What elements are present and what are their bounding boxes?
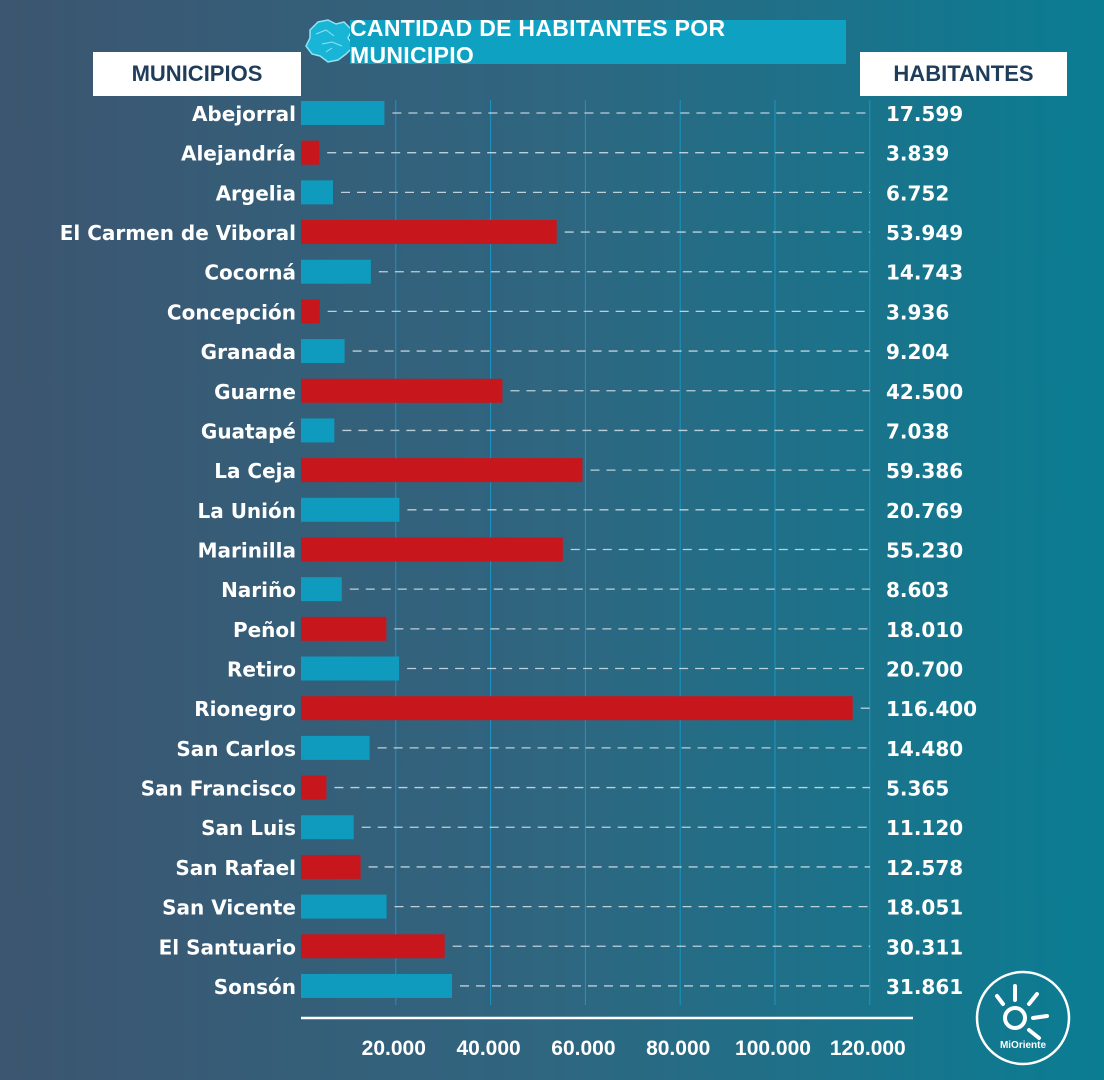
bar xyxy=(301,815,354,840)
category-label: Granada xyxy=(201,340,296,364)
bar xyxy=(301,497,400,522)
bar xyxy=(301,696,853,721)
value-label: 31.861 xyxy=(886,975,963,999)
category-label: Cocorná xyxy=(204,261,296,285)
bar xyxy=(301,140,320,165)
bar xyxy=(301,101,385,125)
value-label: 42.500 xyxy=(886,380,963,404)
x-tick-label: 100.000 xyxy=(735,1037,811,1060)
value-label: 7.038 xyxy=(886,419,949,443)
bar xyxy=(301,299,320,324)
bar xyxy=(301,735,370,760)
category-label: La Ceja xyxy=(214,459,296,483)
category-label: Sonsón xyxy=(214,975,296,999)
value-label: 59.386 xyxy=(886,459,963,483)
value-label: 8.603 xyxy=(886,578,949,602)
bar xyxy=(301,458,583,483)
municipios-header: MUNICIPIOS xyxy=(93,52,301,96)
bar xyxy=(301,537,563,562)
value-label: 20.769 xyxy=(886,499,963,523)
bar xyxy=(301,775,327,800)
mioriente-logo-icon xyxy=(975,970,1071,1066)
category-label: Argelia xyxy=(216,181,296,205)
value-label: 55.230 xyxy=(886,538,963,562)
chart-title: CANTIDAD DE HABITANTES POR MUNICIPIO xyxy=(350,15,846,68)
x-tick-label: 40.000 xyxy=(456,1037,520,1060)
bar xyxy=(301,418,335,443)
bar xyxy=(301,616,387,641)
x-tick-label: 80.000 xyxy=(646,1037,710,1060)
value-label: 116.400 xyxy=(886,697,977,721)
map-icon xyxy=(305,19,355,63)
value-label: 12.578 xyxy=(886,856,963,880)
x-tick-label: 120.000 xyxy=(830,1037,906,1060)
value-label: 30.311 xyxy=(886,935,963,959)
category-label: Nariño xyxy=(221,578,296,602)
value-label: 5.365 xyxy=(886,777,949,801)
category-label: San Francisco xyxy=(141,777,296,801)
category-label: Peñol xyxy=(233,618,296,642)
category-label: El Santuario xyxy=(159,935,296,959)
habitantes-header: HABITANTES xyxy=(860,52,1067,96)
bar xyxy=(301,934,445,959)
bar xyxy=(301,656,400,681)
category-label: El Carmen de Viboral xyxy=(60,221,296,245)
value-label: 6.752 xyxy=(886,181,949,205)
value-label: 14.743 xyxy=(886,261,963,285)
category-label: San Rafael xyxy=(175,856,296,880)
bar xyxy=(301,180,334,205)
category-label: Alejandría xyxy=(181,142,296,166)
x-tick-label: 60.000 xyxy=(551,1037,615,1060)
category-label: Guatapé xyxy=(201,419,296,443)
value-label: 18.010 xyxy=(886,618,963,642)
category-label: Marinilla xyxy=(198,538,296,562)
bar xyxy=(301,854,361,879)
category-label: San Carlos xyxy=(176,737,296,761)
logo-text: MiOriente xyxy=(999,1040,1047,1051)
category-label: San Vicente xyxy=(162,896,296,920)
value-label: 18.051 xyxy=(886,896,963,920)
bar xyxy=(301,220,557,245)
value-label: 53.949 xyxy=(886,221,963,245)
bar xyxy=(301,259,371,284)
category-label: Guarne xyxy=(214,380,296,404)
bar xyxy=(301,378,503,403)
bar xyxy=(301,339,345,364)
category-label: San Luis xyxy=(201,816,296,840)
bar xyxy=(301,973,453,998)
category-label: Rionegro xyxy=(194,697,296,721)
bar xyxy=(301,894,387,919)
value-label: 9.204 xyxy=(886,340,949,364)
value-label: 3.936 xyxy=(886,300,949,324)
value-label: 3.839 xyxy=(886,142,949,166)
value-label: 20.700 xyxy=(886,658,963,682)
x-tick-label: 20.000 xyxy=(362,1037,426,1060)
bar xyxy=(301,577,342,602)
category-label: Concepción xyxy=(167,300,296,324)
value-label: 17.599 xyxy=(886,102,963,126)
value-label: 14.480 xyxy=(886,737,963,761)
category-label: Retiro xyxy=(227,658,296,682)
category-label: La Unión xyxy=(197,499,296,523)
category-label: Abejorral xyxy=(192,102,296,126)
value-label: 11.120 xyxy=(886,816,963,840)
